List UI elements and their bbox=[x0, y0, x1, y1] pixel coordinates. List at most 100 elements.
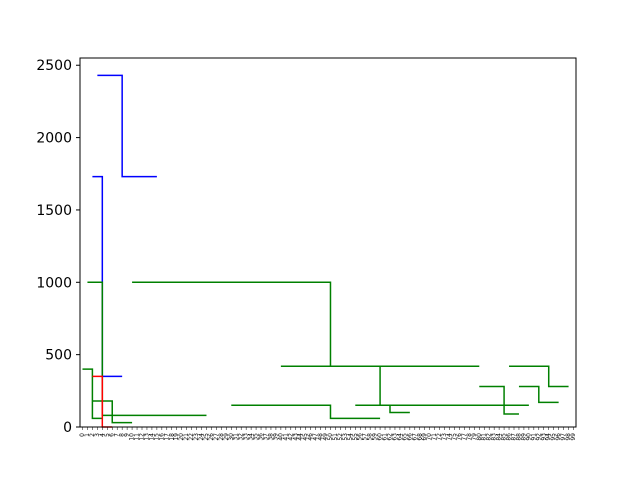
leaf-label: 24 bbox=[198, 433, 205, 441]
leaf-label: 39 bbox=[272, 433, 279, 441]
leaf-label: 12 bbox=[139, 433, 146, 441]
leaf-label: 7 bbox=[114, 433, 121, 437]
leaf-label: 85 bbox=[501, 433, 508, 441]
leaf-label: 29 bbox=[223, 433, 230, 441]
leaf-label: 10 bbox=[129, 433, 136, 441]
leaf-label: 15 bbox=[153, 433, 160, 441]
leaf-label: 69 bbox=[421, 433, 428, 441]
leaf-label: 16 bbox=[158, 433, 165, 441]
leaf-label: 52 bbox=[337, 433, 344, 441]
leaf-label: 46 bbox=[307, 433, 314, 441]
leaf-label: 40 bbox=[277, 433, 284, 441]
leaf-label: 60 bbox=[377, 433, 384, 441]
leaf-label: 44 bbox=[297, 433, 304, 441]
leaf-label: 18 bbox=[168, 433, 175, 441]
leaf-label: 22 bbox=[188, 433, 195, 441]
leaf-label: 5 bbox=[104, 433, 111, 437]
dendrogram-link bbox=[82, 368, 103, 420]
leaf-label: 25 bbox=[203, 433, 210, 441]
leaf-label: 34 bbox=[248, 433, 255, 441]
leaf-label: 37 bbox=[263, 433, 270, 441]
y-axis: 0 500 1000 1500 2000 2500 bbox=[36, 58, 80, 436]
leaf-label: 2 bbox=[89, 433, 96, 437]
leaf-label: 53 bbox=[342, 433, 349, 441]
leaf-label: 81 bbox=[481, 433, 488, 441]
leaf-label: 41 bbox=[282, 433, 289, 441]
leaf-label: 32 bbox=[238, 433, 245, 441]
leaf-label: 67 bbox=[411, 433, 418, 441]
leaf-label: 84 bbox=[496, 433, 503, 441]
leaf-label: 73 bbox=[441, 433, 448, 441]
leaf-label: 26 bbox=[208, 433, 215, 441]
leaf-label: 30 bbox=[228, 433, 235, 441]
axes-frame bbox=[79, 57, 577, 428]
leaf-label: 35 bbox=[253, 433, 260, 441]
leaf-label: 97 bbox=[560, 433, 567, 441]
leaf-label: 17 bbox=[163, 433, 170, 441]
leaf-label: 66 bbox=[406, 433, 413, 441]
leaf-label: 21 bbox=[183, 433, 190, 441]
leaf-label: 54 bbox=[347, 433, 354, 441]
leaf-label: 51 bbox=[332, 433, 339, 441]
dendrogram-link bbox=[280, 365, 529, 407]
leaf-label: 83 bbox=[491, 433, 498, 441]
leaf-label: 96 bbox=[555, 433, 562, 441]
leaf-label: 95 bbox=[550, 433, 557, 441]
leaf-label: 98 bbox=[565, 433, 572, 441]
dendrogram-link bbox=[355, 404, 410, 414]
leaf-label: 38 bbox=[267, 433, 274, 441]
leaf-label: 58 bbox=[367, 433, 374, 441]
leaf-label: 36 bbox=[258, 433, 265, 441]
leaf-label: 86 bbox=[506, 433, 513, 441]
leaf-label: 71 bbox=[431, 433, 438, 441]
leaf-label: 76 bbox=[456, 433, 463, 441]
leaf-label: 70 bbox=[426, 433, 433, 441]
leaf-label: 75 bbox=[451, 433, 458, 441]
leaf-label: 45 bbox=[302, 433, 309, 441]
leaf-label: 20 bbox=[178, 433, 185, 441]
leaf-label: 11 bbox=[134, 433, 141, 441]
leaf-label: 57 bbox=[362, 433, 369, 441]
leaf-label: 77 bbox=[461, 433, 468, 441]
leaf-label: 14 bbox=[148, 433, 155, 441]
dendrogram-link bbox=[97, 74, 157, 178]
leaf-label: 4 bbox=[99, 433, 106, 437]
leaf-label: 28 bbox=[218, 433, 225, 441]
leaf-label: 56 bbox=[357, 433, 364, 441]
leaf-label: 8 bbox=[119, 433, 126, 437]
leaf-label: 19 bbox=[173, 433, 180, 441]
leaf-label: 55 bbox=[352, 433, 359, 441]
dendrogram-link bbox=[231, 404, 381, 420]
leaf-label: 68 bbox=[416, 433, 423, 441]
leaf-label: 48 bbox=[317, 433, 324, 441]
leaf-label: 82 bbox=[486, 433, 493, 441]
dendrogram-link bbox=[479, 385, 519, 415]
leaf-label: 88 bbox=[515, 433, 522, 441]
leaf-label: 93 bbox=[540, 433, 547, 441]
dendrogram-link bbox=[87, 281, 207, 417]
dendrogram-link bbox=[132, 281, 480, 367]
y-tick-label: 1000 bbox=[36, 275, 72, 291]
leaf-label: 72 bbox=[436, 433, 443, 441]
x-axis: 0123456789101112131415161718192021222324… bbox=[79, 427, 577, 441]
leaf-label: 92 bbox=[535, 433, 542, 441]
leaf-label: 23 bbox=[193, 433, 200, 441]
leaf-label: 61 bbox=[382, 433, 389, 441]
leaf-label: 94 bbox=[545, 433, 552, 441]
leaf-label: 90 bbox=[525, 433, 532, 441]
leaf-label: 13 bbox=[143, 433, 150, 441]
y-tick-label: 1500 bbox=[36, 203, 72, 219]
leaf-label: 27 bbox=[213, 433, 220, 441]
leaf-label: 91 bbox=[530, 433, 537, 441]
leaf-label: 9 bbox=[124, 433, 131, 437]
leaf-label: 3 bbox=[94, 433, 101, 437]
leaf-label: 79 bbox=[471, 433, 478, 441]
leaf-label: 31 bbox=[233, 433, 240, 441]
leaf-label: 50 bbox=[327, 433, 334, 441]
leaf-label: 64 bbox=[396, 433, 403, 441]
leaf-label: 33 bbox=[243, 433, 250, 441]
leaf-label: 87 bbox=[511, 433, 518, 441]
leaf-label: 42 bbox=[287, 433, 294, 441]
